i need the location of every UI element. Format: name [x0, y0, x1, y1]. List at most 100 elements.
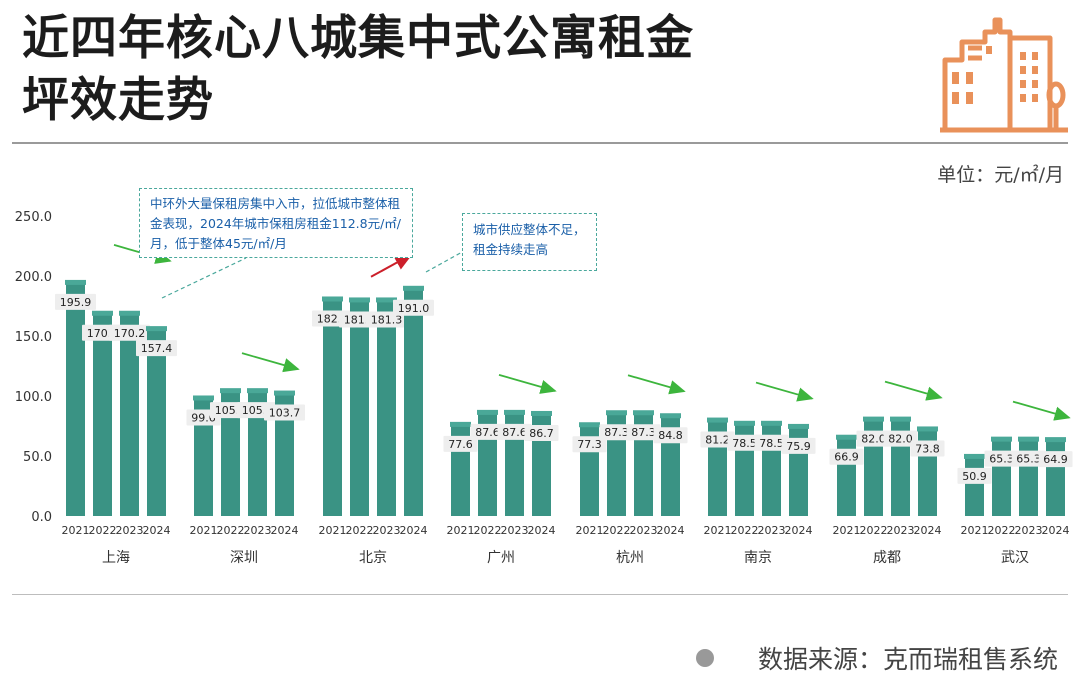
bullet-icon: [695, 649, 714, 667]
data-label-bg: [264, 404, 305, 421]
year-label: 2024: [271, 524, 299, 537]
bar-cap: [531, 410, 552, 416]
data-label: 82.0: [861, 433, 886, 446]
chart-title: 近四年核心八城集中式公寓租金 坪效走势: [22, 8, 902, 132]
data-label: 157.4: [141, 342, 173, 355]
year-label: 2022: [346, 524, 374, 537]
city-label: 南京: [744, 550, 772, 566]
data-label-bg: [572, 436, 607, 453]
bar: [120, 311, 139, 516]
year-label: 2023: [501, 524, 529, 537]
city-label: 上海: [102, 550, 130, 566]
bar-cap: [146, 326, 167, 332]
bar-cap: [403, 285, 424, 291]
data-label: 77.3: [577, 438, 602, 451]
data-label-bg: [470, 423, 505, 440]
year-label: 2024: [400, 524, 428, 537]
trend-down-arrow: [627, 374, 686, 395]
data-label-bg: [55, 293, 96, 310]
year-label: 2023: [244, 524, 272, 537]
data-label-bg: [393, 299, 434, 316]
year-label: 2021: [190, 524, 218, 537]
bar: [323, 297, 342, 516]
year-label: 2023: [116, 524, 144, 537]
bar-cap: [660, 413, 681, 419]
data-label: 87.3: [604, 426, 629, 439]
bar-cap: [220, 388, 241, 394]
year-label: 2022: [603, 524, 631, 537]
bar-cap: [450, 421, 471, 427]
year-label: 2023: [1015, 524, 1043, 537]
bar-cap: [65, 279, 86, 285]
data-label: 87.3: [631, 426, 656, 439]
building-icon: [940, 17, 1068, 133]
annotation-connector: [161, 257, 247, 299]
bar-cap: [788, 423, 809, 429]
bar-cap: [504, 409, 525, 415]
data-label-bg: [700, 431, 735, 448]
bar-cap: [1045, 437, 1066, 443]
bar-cap: [606, 410, 627, 416]
data-label: 81.2: [705, 434, 730, 447]
data-label-bg: [984, 450, 1019, 467]
trend-up-arrow: [370, 253, 413, 278]
trend-down-arrow: [241, 352, 300, 373]
bar: [248, 389, 267, 516]
bar: [66, 280, 85, 516]
year-label: 2024: [143, 524, 171, 537]
year-label: 2023: [373, 524, 401, 537]
bar: [147, 327, 166, 516]
data-label: 78.5: [759, 437, 784, 450]
data-label: 170.2: [114, 327, 146, 340]
year-label: 2021: [704, 524, 732, 537]
bar: [377, 298, 396, 516]
bar-cap: [247, 388, 268, 394]
bar: [965, 454, 984, 516]
year-label: 2022: [89, 524, 117, 537]
bar-cap: [707, 417, 728, 423]
bar-cap: [761, 420, 782, 426]
bar-cap: [193, 395, 214, 401]
data-label: 84.8: [658, 429, 683, 442]
data-label-bg: [626, 424, 661, 441]
data-label-bg: [727, 434, 762, 451]
data-label-bg: [856, 430, 891, 447]
bar: [1019, 437, 1038, 516]
data-label-bg: [136, 340, 177, 357]
data-label: 82.0: [888, 433, 913, 446]
data-label-bg: [754, 434, 789, 451]
source-line: 数据来源：克而瑞租售系统: [695, 640, 1058, 676]
city-label: 杭州: [616, 550, 644, 566]
year-label: 2021: [319, 524, 347, 537]
data-label: 99.6: [191, 411, 216, 424]
data-label-bg: [1038, 451, 1073, 468]
data-label-bg: [1011, 450, 1046, 467]
bar-cap: [917, 426, 938, 432]
bar-cap: [836, 434, 857, 440]
data-label: 77.6: [448, 438, 473, 451]
data-label: 78.5: [732, 437, 757, 450]
bar: [194, 396, 213, 516]
year-label: 2024: [914, 524, 942, 537]
bar: [992, 437, 1011, 516]
bar-cap: [274, 390, 295, 396]
data-label: 75.9: [786, 440, 811, 453]
data-label: 64.9: [1043, 453, 1068, 466]
year-label: 2021: [961, 524, 989, 537]
footer-divider: [12, 594, 1068, 595]
data-label: 73.8: [915, 442, 940, 455]
data-label-bg: [781, 437, 816, 454]
bar: [221, 389, 240, 516]
header-divider: [12, 142, 1068, 144]
title-line-1: 近四年核心八城集中式公寓租金: [22, 11, 694, 66]
year-label: 2022: [217, 524, 245, 537]
year-label: 2022: [474, 524, 502, 537]
year-label: 2023: [630, 524, 658, 537]
bar-cap: [734, 420, 755, 426]
bar-cap: [92, 310, 113, 316]
data-label: 65.3: [989, 453, 1014, 466]
city-label: 深圳: [230, 550, 258, 566]
data-label-bg: [653, 427, 688, 444]
bar-cap: [863, 416, 884, 422]
bar-cap: [376, 297, 397, 303]
